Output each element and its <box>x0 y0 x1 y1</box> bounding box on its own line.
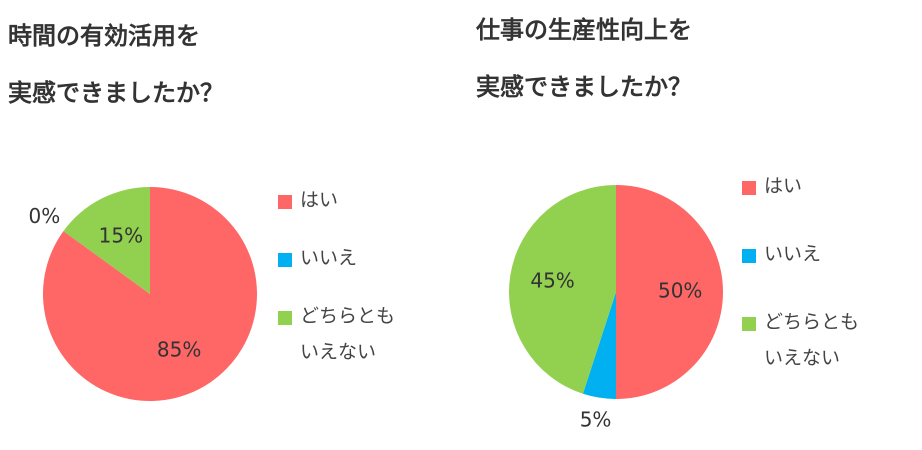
pie-slice <box>63 187 150 294</box>
pie-slice <box>582 292 616 399</box>
legend-label: どちらともいえない <box>764 311 860 369</box>
title-line: 仕事の生産性向上を <box>476 16 692 44</box>
data-label: 0% <box>29 204 61 228</box>
legend-item: どちらともいえない <box>278 304 404 370</box>
legend-label: はい <box>300 189 339 211</box>
legend-swatch <box>742 249 756 263</box>
legend-item: はい <box>278 188 404 218</box>
legend-label: いいえ <box>300 247 358 269</box>
legend-item: はい <box>742 174 868 204</box>
legend-swatch <box>742 181 756 195</box>
title-line: 時間の有効活用を <box>8 22 200 50</box>
title-line: 実感できましたか？ <box>8 79 224 107</box>
legend-item: どちらともいえない <box>742 310 868 376</box>
legend-swatch <box>278 311 292 325</box>
legend-swatch <box>278 195 292 209</box>
title-line: 実感できましたか？ <box>476 73 692 101</box>
legend-label: いいえ <box>764 243 822 265</box>
pie-slice <box>509 185 616 394</box>
chart-title: 仕事の生産性向上を 実感できましたか？ <box>476 2 692 116</box>
legend-item: いいえ <box>742 242 868 272</box>
data-label: 85% <box>157 338 201 362</box>
data-label: 45% <box>530 268 574 292</box>
legend-item: いいえ <box>278 246 404 276</box>
pie-slice <box>616 185 723 399</box>
data-label: 5% <box>580 407 612 431</box>
legend-label: どちらともいえない <box>300 305 396 363</box>
legend-swatch <box>278 253 292 267</box>
legend-label: はい <box>764 175 803 197</box>
legend: はいいいえどちらともいえない <box>278 188 404 398</box>
data-label: 50% <box>658 279 702 303</box>
legend-swatch <box>742 317 756 331</box>
data-label: 15% <box>99 223 143 247</box>
legend: はいいいえどちらともいえない <box>742 174 868 414</box>
chart-title: 時間の有効活用を 実感できましたか？ <box>8 8 224 122</box>
